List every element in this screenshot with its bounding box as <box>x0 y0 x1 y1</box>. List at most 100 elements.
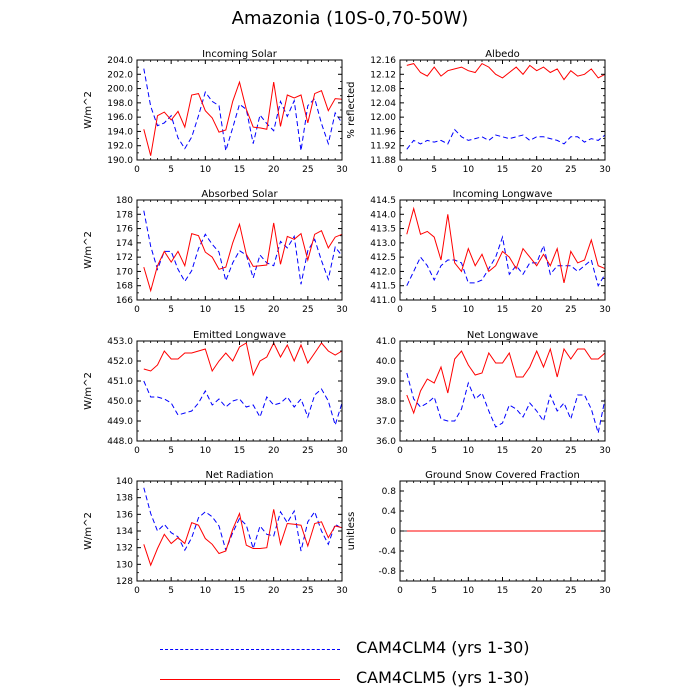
plot-frame <box>136 199 343 301</box>
plot-frame <box>399 59 606 161</box>
x-tick-label: 0 <box>134 165 140 175</box>
x-tick-label: 20 <box>268 446 280 456</box>
y-tick-label: 128 <box>116 577 133 587</box>
y-axis-label: % reflected <box>346 81 357 138</box>
x-tick-label: 15 <box>234 586 245 596</box>
series-line-cam4clm5-yrs-1-30 <box>143 341 343 377</box>
x-tick-label: 10 <box>200 305 212 315</box>
x-tick-label: 5 <box>431 586 437 596</box>
x-tick-label: 10 <box>463 446 475 456</box>
y-tick-label: 12.08 <box>370 85 396 95</box>
x-tick-label: 25 <box>565 305 576 315</box>
y-tick-label: 39.0 <box>376 377 396 387</box>
y-tick-label: 202.0 <box>107 70 133 80</box>
panel-incoming-solar: Incoming Solar W/m^2 0 5 10 15 20 25 30 190.0 192.… <box>83 49 348 175</box>
y-axis-label: W/m^2 <box>83 512 94 550</box>
y-tick-label: 134 <box>116 527 133 537</box>
y-tick-label: 37.0 <box>376 417 396 427</box>
y-tick-label: 12.16 <box>370 56 396 66</box>
y-tick-label: 411.5 <box>370 282 396 292</box>
y-tick-label: -0.8 <box>378 567 396 577</box>
y-tick-label: 12.04 <box>370 99 396 109</box>
panel-title: Incoming Solar <box>202 49 278 60</box>
panel-ground-snow-covered-fraction: Ground Snow Covered Fraction unitless 0 5 10… <box>346 470 611 596</box>
x-tick-label: 5 <box>168 446 174 456</box>
x-tick-label: 30 <box>599 446 611 456</box>
series-line-cam4clm4-yrs-1-30 <box>406 128 606 150</box>
y-tick-label: 12.12 <box>370 70 396 80</box>
y-tick-label: 0 <box>390 527 396 537</box>
y-tick-label: 180 <box>116 196 133 206</box>
x-tick-label: 30 <box>599 305 611 315</box>
figure-title: Amazonia (10S-0,70-50W) <box>231 8 469 29</box>
y-tick-label: -0.4 <box>378 547 396 557</box>
x-tick-label: 0 <box>397 446 403 456</box>
legend-label-clm4: CAM4CLM4 (yrs 1-30) <box>356 638 530 657</box>
y-tick-label: 411.0 <box>370 296 396 306</box>
x-tick-label: 30 <box>336 165 348 175</box>
x-tick-label: 10 <box>463 586 475 596</box>
x-tick-label: 15 <box>497 446 508 456</box>
y-tick-label: 132 <box>116 544 133 554</box>
chart-figure: Incoming Solar W/m^2 0 5 10 15 20 25 30 190.0 192.… <box>83 49 611 596</box>
y-tick-label: 190.0 <box>107 156 133 166</box>
y-tick-label: 36.0 <box>376 437 396 447</box>
x-tick-label: 10 <box>200 586 212 596</box>
y-tick-label: 40.0 <box>376 357 396 367</box>
y-tick-label: 41.0 <box>376 337 396 347</box>
x-tick-label: 15 <box>234 305 245 315</box>
x-tick-label: 20 <box>268 586 280 596</box>
y-tick-label: 0.8 <box>382 487 397 497</box>
panel-albedo: Albedo % reflected 0 5 10 15 20 25 30 11.88 11.92 1… <box>346 49 611 175</box>
panel-incoming-longwave: Incoming Longwave 0 5 10 15 20 25 30 411.0 411.5 4… <box>370 189 611 315</box>
y-tick-label: 448.0 <box>107 437 133 447</box>
x-tick-label: 10 <box>200 446 212 456</box>
y-tick-label: 412.0 <box>370 267 396 277</box>
x-tick-label: 5 <box>431 165 437 175</box>
panel-title: Absorbed Solar <box>201 189 278 200</box>
x-tick-label: 25 <box>302 305 313 315</box>
y-tick-label: 174 <box>116 239 133 249</box>
x-tick-label: 0 <box>134 586 140 596</box>
series-line-cam4clm4-yrs-1-30 <box>406 372 606 434</box>
x-tick-label: 5 <box>168 305 174 315</box>
y-axis-label: W/m^2 <box>83 231 94 269</box>
x-tick-label: 25 <box>302 165 313 175</box>
panel-emitted-longwave: Emitted Longwave W/m^2 0 5 10 15 20 25 30 448.0 44… <box>83 330 348 456</box>
y-tick-label: 12.00 <box>370 113 396 123</box>
x-tick-label: 20 <box>531 446 543 456</box>
y-tick-label: 204.0 <box>107 56 133 66</box>
panel-title: Net Radiation <box>206 470 274 481</box>
y-tick-label: 0.4 <box>382 507 397 517</box>
x-tick-label: 25 <box>565 586 576 596</box>
y-tick-label: 198.0 <box>107 99 133 109</box>
x-tick-label: 10 <box>463 165 475 175</box>
y-tick-label: 451.0 <box>107 377 133 387</box>
series-line-cam4clm4-yrs-1-30 <box>143 210 343 285</box>
x-tick-label: 25 <box>565 165 576 175</box>
panel-absorbed-solar: Absorbed Solar W/m^2 0 5 10 15 20 25 30 166 168 170… <box>83 189 348 315</box>
x-tick-label: 5 <box>168 165 174 175</box>
x-tick-label: 30 <box>599 586 611 596</box>
x-tick-label: 10 <box>463 305 475 315</box>
y-tick-label: 11.96 <box>370 127 396 137</box>
y-tick-label: 414.0 <box>370 210 396 220</box>
series-line-cam4clm5-yrs-1-30 <box>406 206 606 284</box>
y-axis-label: unitless <box>346 512 357 551</box>
x-tick-label: 30 <box>336 305 348 315</box>
y-tick-label: 168 <box>116 282 133 292</box>
x-tick-label: 15 <box>497 305 508 315</box>
x-tick-label: 20 <box>531 305 543 315</box>
series-line-cam4clm5-yrs-1-30 <box>143 509 343 567</box>
y-tick-label: 196.0 <box>107 113 133 123</box>
y-tick-label: 413.0 <box>370 239 396 249</box>
y-axis-label: W/m^2 <box>83 372 94 410</box>
y-tick-label: 412.5 <box>370 253 396 263</box>
series-line-cam4clm4-yrs-1-30 <box>143 487 343 552</box>
panel-net-radiation: Net Radiation W/m^2 0 5 10 15 20 25 30 128 130 132 1… <box>83 470 348 596</box>
series-line-cam4clm4-yrs-1-30 <box>143 380 343 427</box>
y-tick-label: 172 <box>116 253 133 263</box>
x-tick-label: 15 <box>497 165 508 175</box>
plot-frame <box>136 340 343 442</box>
x-tick-label: 30 <box>336 586 348 596</box>
